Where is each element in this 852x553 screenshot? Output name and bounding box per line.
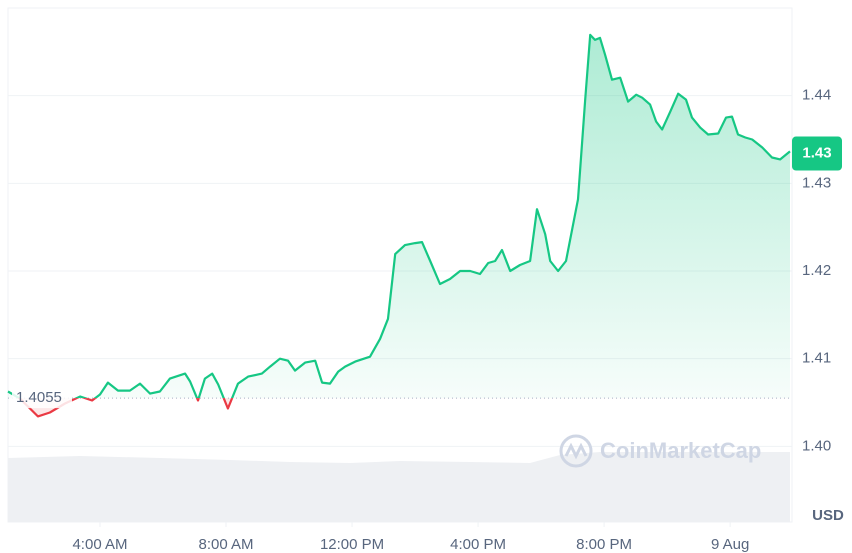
y-axis-label: USD [812,507,844,524]
x-tick-label: 4:00 AM [72,536,127,553]
y-tick-label: 1.43 [802,174,831,191]
x-tick-label: 8:00 PM [576,536,632,553]
x-tick-label: 4:00 PM [450,536,506,553]
y-tick-label: 1.41 [802,350,831,367]
watermark: CoinMarketCap [559,434,761,468]
x-tick-label: 12:00 PM [320,536,384,553]
y-tick-label: 1.44 [802,87,831,104]
area-fill [8,34,790,399]
baseline-label: 1.4055 [16,389,62,406]
plot: 1.4055 [7,33,791,418]
current-price-label: 1.43 [802,144,831,161]
watermark-text: CoinMarketCap [600,438,761,463]
y-tick-label: 1.42 [802,262,831,279]
x-tick-label: 8:00 AM [199,536,254,553]
x-tick-label: 9 Aug [711,536,749,553]
y-tick-label: 1.40 [802,437,831,454]
price-line [7,33,791,399]
volume-area [8,452,790,522]
current-price-tag [792,136,842,171]
baseline-label-bg [12,388,72,409]
